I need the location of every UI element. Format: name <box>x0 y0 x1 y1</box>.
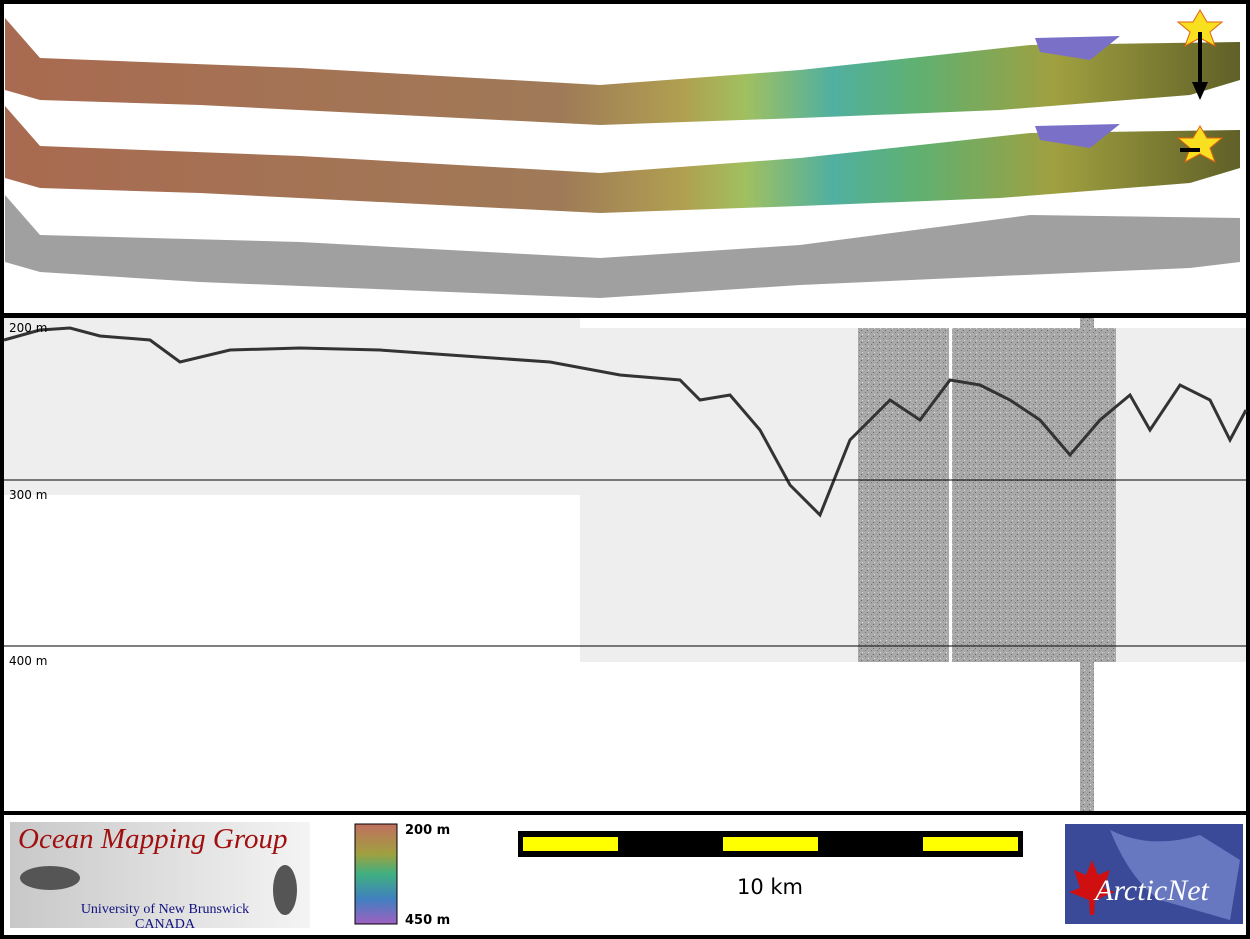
partner-name: ArcticNet <box>1093 874 1210 907</box>
scalebar <box>518 831 1023 857</box>
depth-label: 200 m <box>9 321 47 335</box>
depth-label: 300 m <box>9 488 47 502</box>
profile-data <box>4 318 580 495</box>
colorbar <box>354 823 398 925</box>
noisy-section <box>1080 318 1094 811</box>
swath-overlap <box>1035 124 1120 148</box>
seafloor <box>3 326 1248 518</box>
swath-overlap <box>1035 36 1120 60</box>
colorbar-label: 450 m <box>405 913 450 928</box>
colorbar-label: 200 m <box>405 823 450 838</box>
maple-leaf <box>1069 860 1115 915</box>
backscatter-strip <box>5 195 1240 298</box>
swath-strip <box>5 18 1240 125</box>
scalebar-label: 10 km <box>737 875 803 899</box>
site-marker <box>1176 9 1224 164</box>
logo-shape <box>20 866 80 890</box>
noisy-section <box>858 328 1116 662</box>
partner-map <box>1110 830 1240 920</box>
logo-text: CANADA <box>135 917 196 932</box>
logo-text: University of New Brunswick <box>81 902 249 917</box>
depth-label: 400 m <box>9 654 47 668</box>
logo-shape <box>273 865 297 915</box>
logo-title: Ocean Mapping Group <box>18 823 288 855</box>
gap <box>949 328 952 662</box>
swath-strip <box>5 106 1240 213</box>
